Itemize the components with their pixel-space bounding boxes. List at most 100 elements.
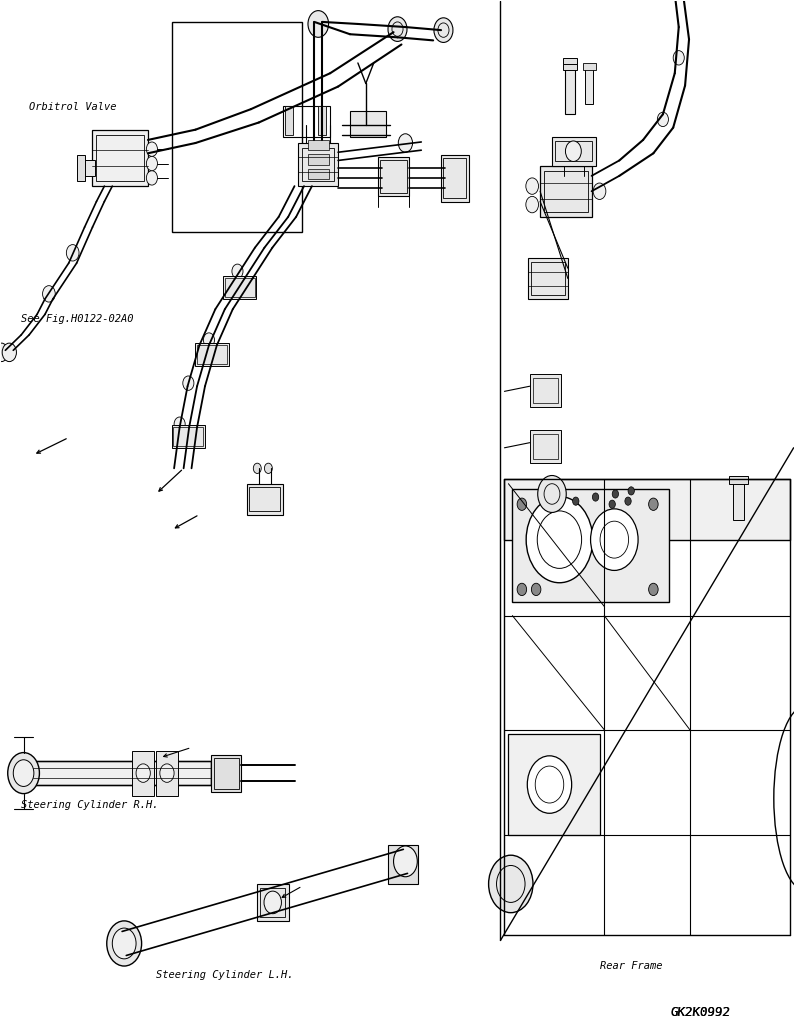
Bar [173,427,204,446]
Circle shape [8,752,40,793]
Circle shape [398,134,413,152]
Bar [505,478,789,540]
Bar [132,750,154,795]
Bar [512,489,669,602]
Bar [380,161,407,193]
Circle shape [657,112,669,127]
Circle shape [517,498,526,510]
Bar [285,106,293,135]
Circle shape [593,183,606,200]
Circle shape [264,891,281,914]
Circle shape [649,498,658,510]
Bar [563,62,577,70]
Circle shape [525,197,538,213]
Text: See Fig.H0122-02A0: See Fig.H0122-02A0 [21,314,134,324]
Circle shape [434,17,453,42]
Circle shape [146,156,157,171]
Bar [533,434,558,459]
Circle shape [572,497,579,505]
Circle shape [254,463,262,473]
Circle shape [673,50,684,65]
Circle shape [531,583,541,596]
Text: Orbitrol Valve: Orbitrol Valve [29,102,117,112]
Bar [552,137,595,166]
Circle shape [489,855,533,913]
Circle shape [160,764,174,782]
Bar [540,166,591,217]
Circle shape [649,583,658,596]
Bar [565,68,575,114]
Bar [563,58,577,64]
Bar [733,481,744,520]
Bar [444,158,467,199]
Text: Rear Frame: Rear Frame [599,961,662,971]
Circle shape [136,764,150,782]
Circle shape [66,245,79,261]
Bar [196,343,229,365]
Circle shape [517,583,526,596]
Circle shape [609,500,615,508]
Bar [308,140,328,150]
Circle shape [204,332,215,347]
Bar [729,475,748,484]
Bar [544,171,588,212]
Circle shape [112,928,136,959]
Text: GK2K0992: GK2K0992 [671,1006,731,1020]
Circle shape [308,10,328,37]
Bar [529,430,561,463]
Bar [92,130,148,186]
Circle shape [0,343,9,361]
Circle shape [2,343,17,361]
Bar [302,148,334,181]
Bar [308,169,328,179]
Circle shape [537,475,566,512]
Bar [247,484,283,514]
Circle shape [394,846,417,877]
Bar [172,22,302,233]
Circle shape [388,16,407,41]
Bar [555,141,592,162]
Circle shape [183,376,194,390]
Bar [441,155,469,202]
Bar [583,63,595,70]
Circle shape [265,463,273,473]
Circle shape [592,493,599,501]
Bar [509,735,599,835]
Bar [156,750,178,795]
Circle shape [625,497,631,505]
Circle shape [526,497,593,582]
Bar [172,425,205,448]
Circle shape [146,171,157,185]
Circle shape [565,141,581,162]
Circle shape [174,417,185,431]
Bar [585,68,593,104]
Circle shape [43,286,56,303]
Bar [528,258,568,299]
Bar [308,154,328,165]
Bar [350,111,386,137]
Bar [531,262,564,295]
Bar [223,277,257,299]
Bar [197,345,227,363]
Circle shape [107,921,142,966]
Circle shape [591,509,638,570]
Circle shape [14,759,34,786]
Bar [211,754,242,791]
Bar [378,157,409,197]
Bar [214,757,239,788]
Circle shape [527,756,572,813]
Bar [298,143,338,186]
Circle shape [553,500,559,508]
Bar [76,155,84,181]
Text: Steering Cylinder R.H.: Steering Cylinder R.H. [21,801,159,810]
Bar [33,760,211,785]
Bar [250,487,281,511]
Bar [529,374,561,406]
Bar [225,279,255,297]
Bar [260,888,285,917]
Bar [388,845,418,884]
Bar [80,161,95,176]
Bar [533,378,558,402]
Circle shape [232,264,243,279]
Bar [318,106,326,135]
